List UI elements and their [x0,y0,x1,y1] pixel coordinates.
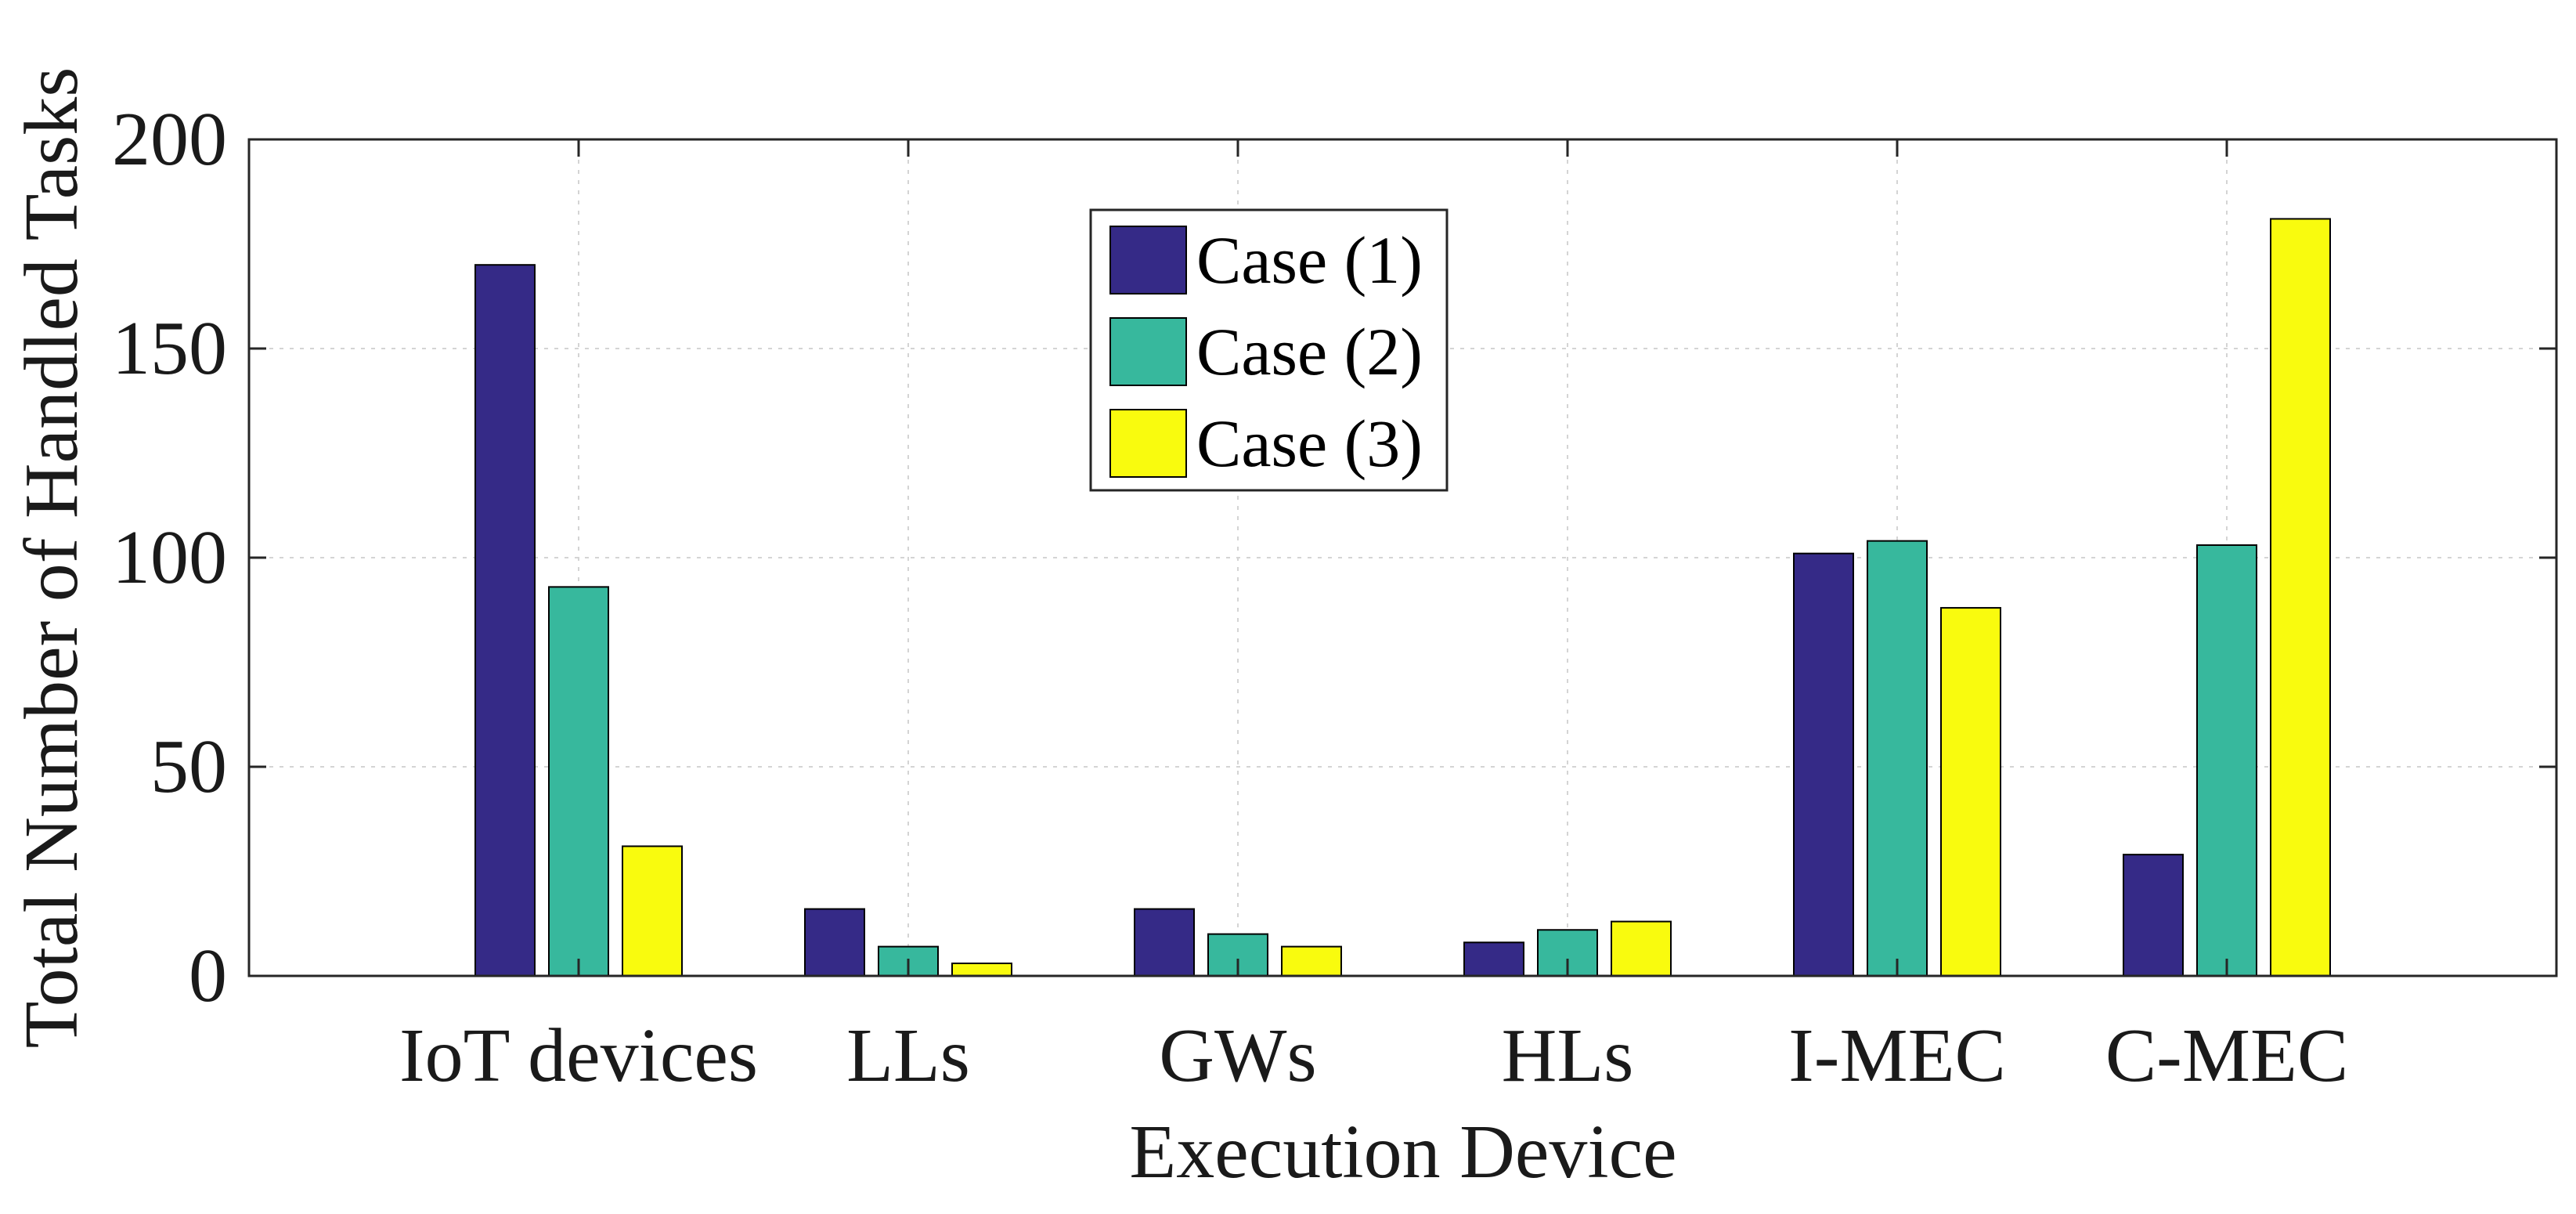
legend-swatch [1109,317,1187,386]
y-tick-label: 50 [150,724,227,809]
legend-swatch [1109,226,1187,294]
bar-case1-lls [804,908,865,977]
y-tick-label: 200 [112,97,227,182]
legend-label: Case (3) [1196,406,1423,481]
legend-label: Case (1) [1196,222,1423,298]
bar-case1-c-mec [2123,854,2184,977]
bar-case3-iot-devices [622,845,683,977]
y-tick-labels: 0 50 100 150 200 [112,97,227,1018]
bar-case3-hls [1611,920,1672,977]
bar-case1-gws [1134,908,1195,977]
bar-case3-lls [951,962,1012,977]
y-axis-title: Total Number of Handled Tasks [9,67,94,1049]
x-tick-label: C-MEC [2105,1013,2348,1098]
x-tick-label: HLs [1502,1013,1634,1098]
bar-case1-i-mec [1793,552,1854,977]
x-tick-labels: IoT devices LLs GWs HLs I-MEC C-MEC [399,1013,2348,1098]
x-tick-label: IoT devices [399,1013,758,1098]
y-tick-label: 150 [112,306,227,391]
bar-case3-c-mec [2270,218,2331,977]
legend-swatch [1109,409,1187,478]
bar-case1-iot-devices [474,264,536,977]
bars [474,218,2331,977]
bar-case3-i-mec [1940,607,2001,977]
y-tick-label: 100 [112,515,227,600]
tick-marks [249,138,2556,977]
x-tick-label: I-MEC [1788,1013,2006,1098]
legend: Case (1) Case (2) Case (3) [1089,208,1449,492]
bar-case1-hls [1463,941,1524,977]
bar-case2-c-mec [2196,544,2257,977]
y-tick-label: 0 [189,934,227,1018]
bar-case2-i-mec [1867,540,1928,977]
x-tick-label: LLs [846,1013,970,1098]
x-tick-label: GWs [1159,1013,1316,1098]
x-axis-title: Execution Device [1129,1110,1676,1194]
bar-case2-iot-devices [548,586,609,977]
legend-label: Case (2) [1196,314,1423,389]
bar-case3-gws [1281,945,1342,977]
